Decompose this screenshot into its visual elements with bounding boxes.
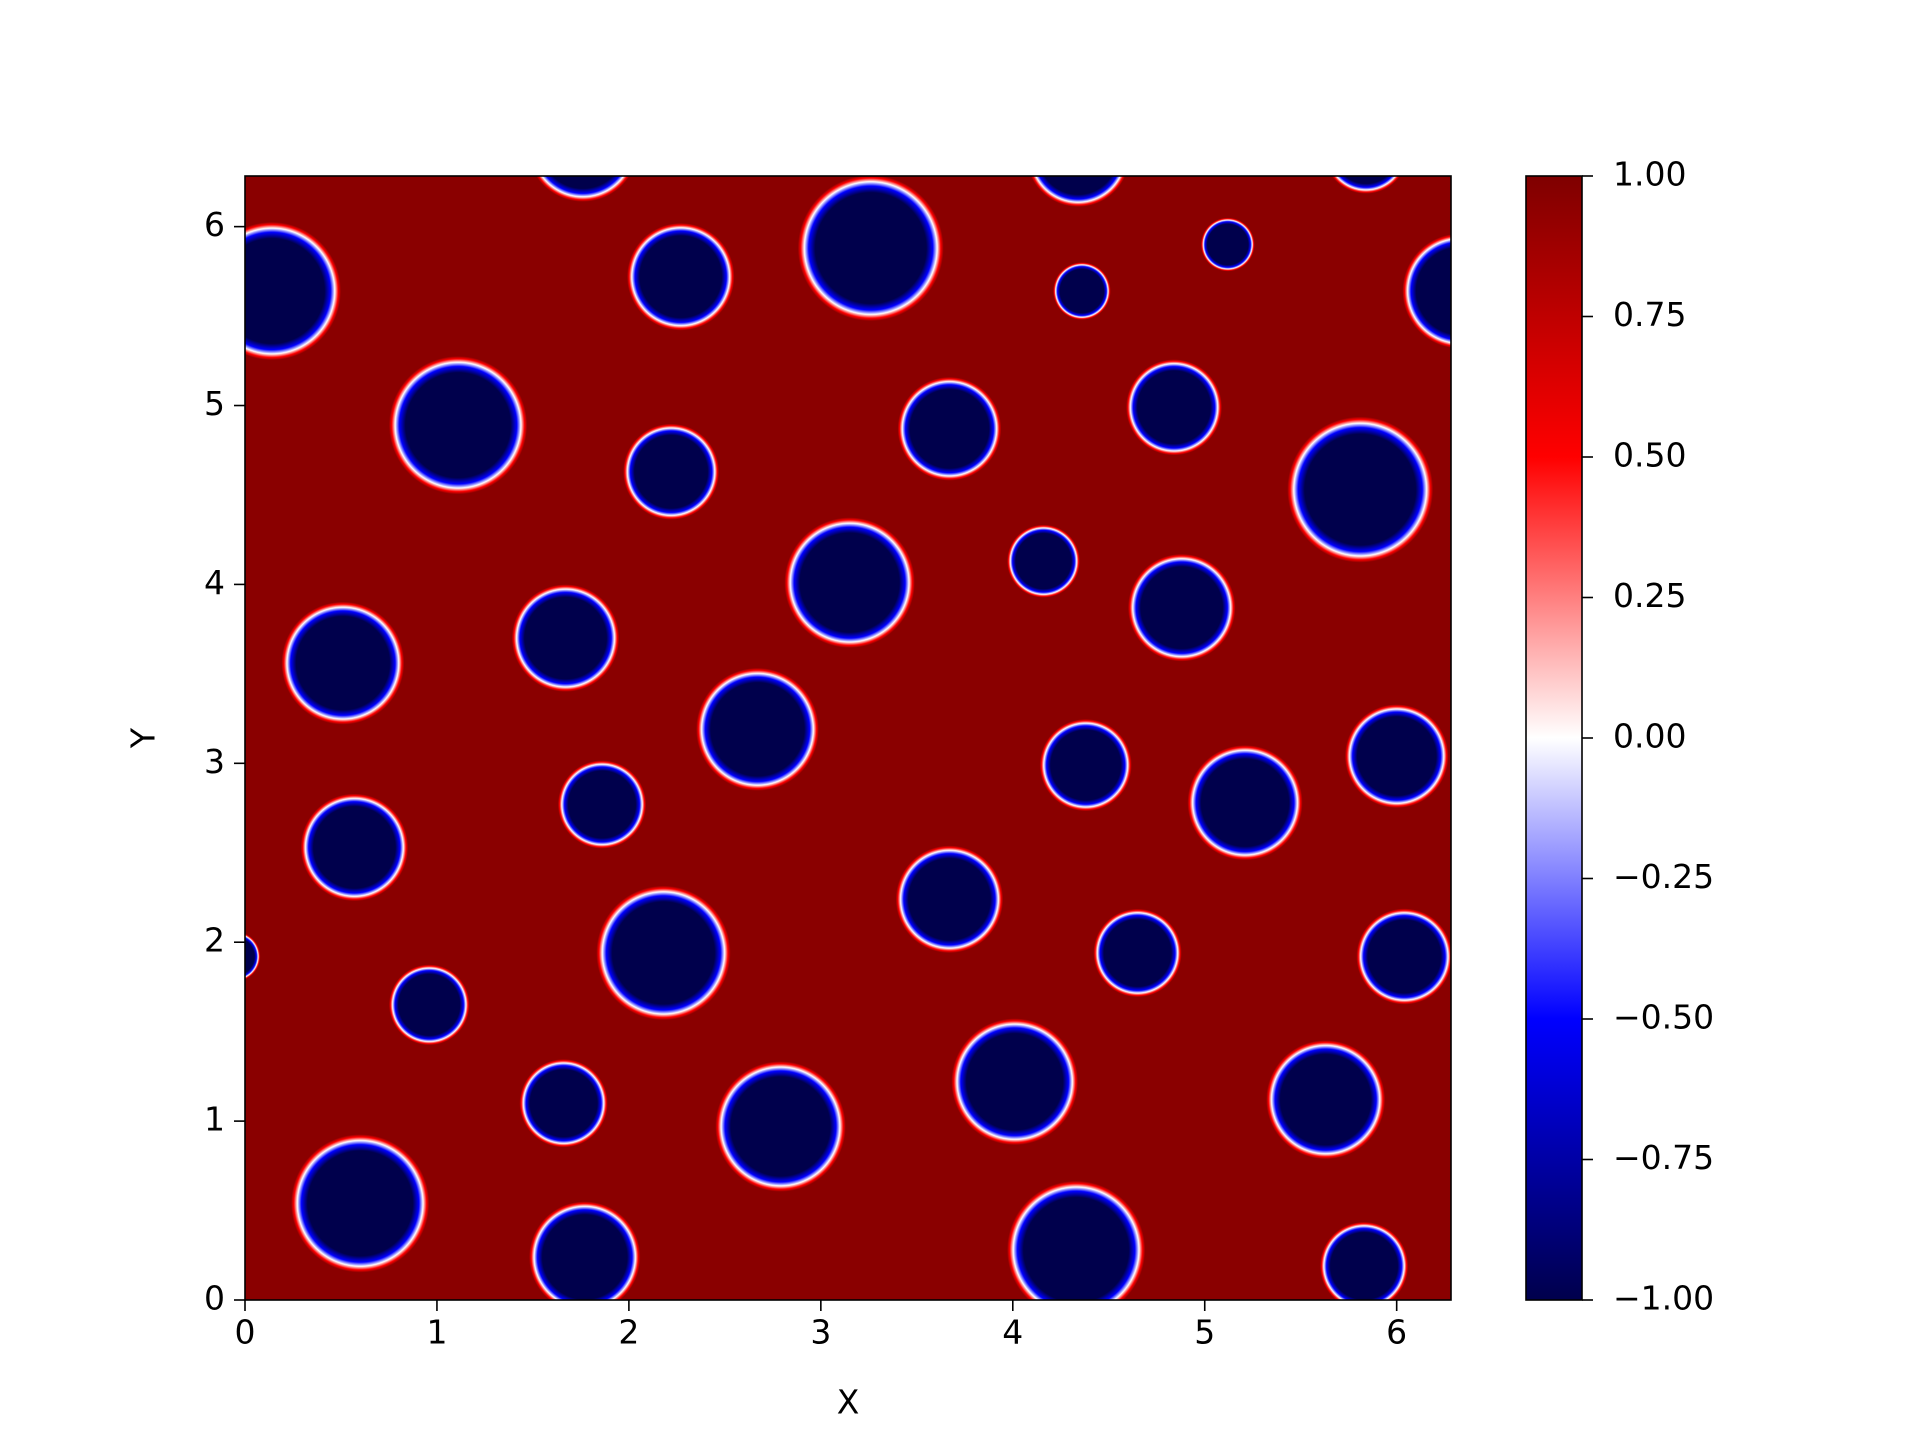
droplet xyxy=(1287,416,1434,563)
droplet xyxy=(596,885,731,1021)
droplet xyxy=(1331,176,1401,194)
droplet xyxy=(951,1018,1079,1146)
droplet xyxy=(715,1061,846,1192)
y-axis-label: Y xyxy=(124,727,163,749)
colorbar-tick-label: 0.50 xyxy=(1613,436,1686,475)
droplet xyxy=(281,601,405,725)
colorbar-tick-label: −0.50 xyxy=(1613,998,1714,1037)
colorbar-tick-label: 0.25 xyxy=(1613,576,1686,615)
y-tick-label: 2 xyxy=(204,921,225,960)
x-tick-label: 4 xyxy=(1002,1313,1023,1352)
x-tick-label: 3 xyxy=(810,1313,831,1352)
field xyxy=(245,176,1451,1300)
droplet xyxy=(1127,553,1236,662)
axes-frame xyxy=(244,175,1452,1301)
droplet xyxy=(1187,745,1303,861)
droplet xyxy=(897,376,1002,481)
droplet xyxy=(388,964,470,1046)
droplet xyxy=(784,517,915,648)
colorbar-tick-label: −0.25 xyxy=(1613,857,1714,896)
colorbar-tick-label: −0.75 xyxy=(1613,1138,1714,1177)
y-tick-label: 0 xyxy=(204,1279,225,1318)
droplet xyxy=(1200,217,1255,272)
colorbar-tick-label: 0.00 xyxy=(1613,717,1686,756)
droplet xyxy=(535,176,630,202)
x-axis-label: X xyxy=(837,1383,860,1422)
y-tick-label: 4 xyxy=(204,563,225,602)
colorbar-tick-label: −1.00 xyxy=(1613,1279,1714,1318)
droplet xyxy=(1266,1040,1386,1160)
droplet xyxy=(1344,704,1449,808)
x-tick-label: 1 xyxy=(426,1313,447,1352)
colorbar xyxy=(1525,175,1583,1301)
y-tick-label: 3 xyxy=(204,742,225,781)
x-tick-label: 6 xyxy=(1386,1313,1407,1352)
x-tick-label: 2 xyxy=(618,1313,639,1352)
droplet xyxy=(1093,908,1182,998)
droplet xyxy=(1039,719,1132,812)
droplets xyxy=(245,176,1451,1300)
droplet xyxy=(696,667,819,791)
droplet xyxy=(1007,1180,1146,1300)
droplet xyxy=(626,222,735,331)
colorbar-tick-label: 1.00 xyxy=(1613,155,1686,194)
droplet xyxy=(1053,262,1111,320)
droplet xyxy=(529,1201,641,1300)
droplet xyxy=(1402,234,1451,348)
y-tick-label: 5 xyxy=(204,384,225,423)
droplet xyxy=(291,1134,430,1273)
y-tick-label: 6 xyxy=(204,205,225,244)
droplet xyxy=(300,793,409,902)
x-tick-label: 5 xyxy=(1194,1313,1215,1352)
droplet xyxy=(623,423,720,520)
droplet xyxy=(1356,908,1451,1005)
droplet xyxy=(1319,1221,1409,1300)
droplet xyxy=(1030,176,1126,207)
droplet xyxy=(388,356,528,495)
droplet xyxy=(557,760,647,849)
y-tick-label: 1 xyxy=(204,1100,225,1139)
x-tick-label: 0 xyxy=(235,1313,256,1352)
droplet xyxy=(1007,524,1080,598)
droplet xyxy=(895,845,1004,954)
droplet xyxy=(519,1059,608,1148)
droplet xyxy=(245,933,261,980)
droplet xyxy=(1126,359,1223,456)
droplet xyxy=(511,584,620,692)
droplet xyxy=(245,221,341,361)
colorbar-tick-label: 0.75 xyxy=(1613,295,1686,334)
droplet xyxy=(797,176,944,322)
